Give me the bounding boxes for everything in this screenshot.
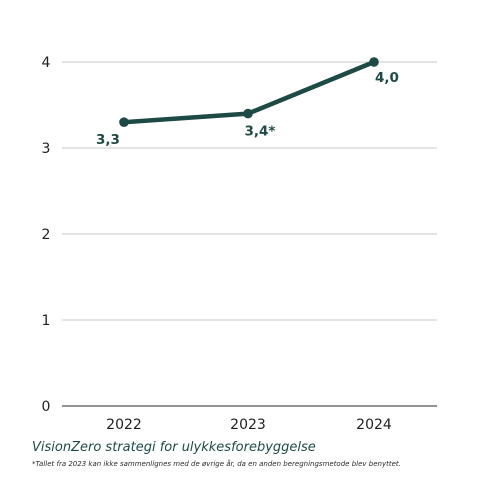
x-tick-label: 2022 <box>106 417 142 433</box>
x-axis-ticks: 2022 2023 2024 <box>106 417 392 433</box>
y-tick-label: 2 <box>42 227 51 243</box>
chart-caption: VisionZero strategi for ulykkesforebygge… <box>32 440 316 455</box>
chart-footnote: *Tallet fra 2023 kan ikke sammenlignes m… <box>32 460 401 468</box>
series <box>119 57 379 127</box>
data-point <box>119 117 129 127</box>
data-label: 3,3 <box>96 132 120 148</box>
data-labels: 3,3 3,4* 4,0 <box>96 70 399 148</box>
x-tick-label: 2024 <box>356 417 392 433</box>
x-tick-label: 2023 <box>230 417 266 433</box>
data-point <box>243 108 253 119</box>
gridlines <box>62 61 437 407</box>
y-tick-label: 0 <box>42 399 51 415</box>
y-tick-label: 3 <box>42 141 51 157</box>
data-label: 3,4* <box>245 124 276 140</box>
y-tick-label: 4 <box>42 55 51 71</box>
y-axis-ticks: 0 1 2 3 4 <box>42 55 51 415</box>
data-label: 4,0 <box>375 70 399 86</box>
y-tick-label: 1 <box>42 313 51 329</box>
data-point <box>369 57 379 67</box>
